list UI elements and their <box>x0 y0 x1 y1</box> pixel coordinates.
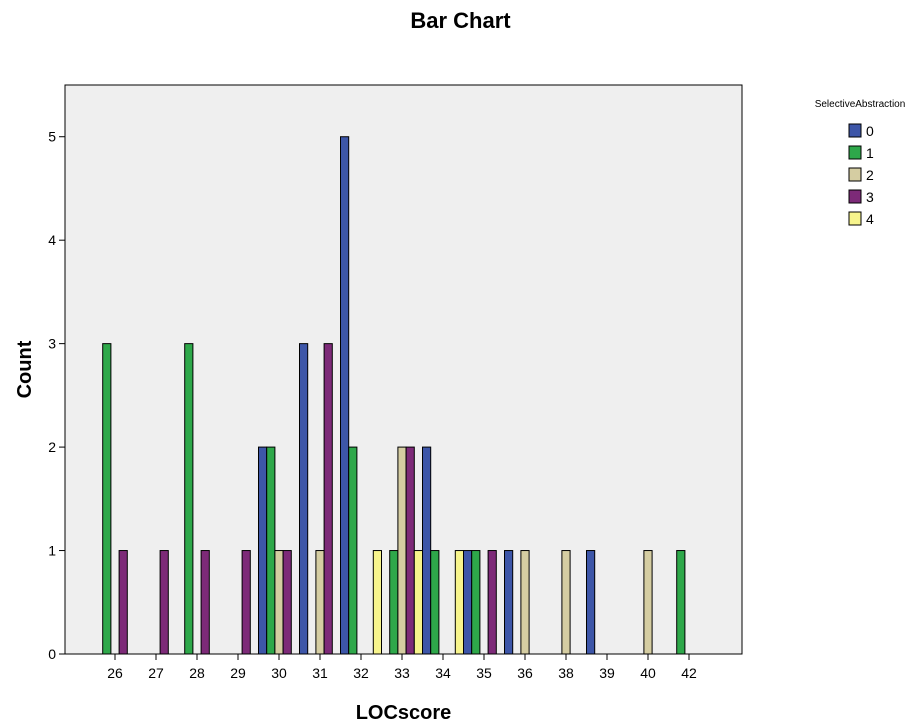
bar-series-1-cat-32 <box>348 446 358 655</box>
bar-series-0-cat-35 <box>463 550 473 655</box>
x-tick-label: 36 <box>517 665 533 681</box>
bar-series-3-cat-29 <box>241 550 251 655</box>
x-tick-label: 40 <box>640 665 656 681</box>
x-tick-label: 33 <box>394 665 410 681</box>
y-tick-label: 0 <box>48 646 56 662</box>
bar-series-3-cat-31 <box>323 343 333 655</box>
bar-series-3-cat-26 <box>118 550 128 655</box>
x-tick-label: 31 <box>312 665 328 681</box>
x-tick-label: 28 <box>189 665 205 681</box>
bar-series-1-cat-26 <box>102 343 112 655</box>
y-tick-label: 3 <box>48 336 56 352</box>
legend-swatch-4 <box>848 211 862 226</box>
x-tick-label: 27 <box>148 665 164 681</box>
bar-series-3-cat-30 <box>282 550 292 655</box>
x-tick-label: 39 <box>599 665 615 681</box>
bar-series-2-cat-33 <box>397 446 407 655</box>
bar-series-0-cat-31 <box>299 343 309 655</box>
legend-label-1: 1 <box>866 145 874 161</box>
x-tick-label: 30 <box>271 665 287 681</box>
bar-series-0-cat-32 <box>340 136 350 655</box>
legend-swatch-1 <box>848 145 862 160</box>
bar-series-4-cat-34 <box>454 550 464 655</box>
x-tick-label: 35 <box>476 665 492 681</box>
legend-swatch-2 <box>848 167 862 182</box>
x-tick-label: 29 <box>230 665 246 681</box>
bars-group <box>102 136 686 655</box>
x-tick-label: 42 <box>681 665 697 681</box>
y-tick-label: 5 <box>48 129 56 145</box>
bar-series-2-cat-38 <box>561 550 571 655</box>
bar-series-4-cat-32 <box>372 550 382 655</box>
legend-label-2: 2 <box>866 167 874 183</box>
bar-series-1-cat-42 <box>676 550 686 655</box>
legend-label-0: 0 <box>866 123 874 139</box>
bar-series-1-cat-35 <box>471 550 481 655</box>
bar-series-0-cat-36 <box>504 550 514 655</box>
bar-series-2-cat-40 <box>643 550 653 655</box>
bar-series-3-cat-27 <box>159 550 169 655</box>
x-tick-label: 34 <box>435 665 451 681</box>
x-axis: 26 27 28 29 30 31 32 33 34 35 36 38 39 40 42 <box>107 654 697 681</box>
x-tick-label: 38 <box>558 665 574 681</box>
bar-series-3-cat-33 <box>405 446 415 655</box>
bar-series-1-cat-34 <box>430 550 440 655</box>
legend-swatch-0 <box>848 123 862 138</box>
x-tick-label: 32 <box>353 665 369 681</box>
legend-swatch-3 <box>848 189 862 204</box>
bar-series-0-cat-39 <box>586 550 596 655</box>
y-tick-label: 2 <box>48 439 56 455</box>
bar-series-0-cat-30 <box>258 446 268 655</box>
bar-series-2-cat-30 <box>274 550 284 655</box>
x-axis-title: LOCscore <box>356 702 452 724</box>
y-tick-label: 1 <box>48 543 56 559</box>
legend-label-4: 4 <box>866 211 874 227</box>
bar-series-2-cat-31 <box>315 550 325 655</box>
y-axis: 0 1 2 3 4 5 <box>48 129 65 662</box>
bar-series-3-cat-35 <box>487 550 497 655</box>
bar-series-1-cat-30 <box>266 446 276 655</box>
chart-title: Bar Chart <box>410 8 511 33</box>
y-axis-title: Count <box>14 340 36 398</box>
bar-series-1-cat-28 <box>184 343 194 655</box>
bar-series-0-cat-34 <box>422 446 432 655</box>
bar-series-1-cat-33 <box>389 550 399 655</box>
legend-title: SelectiveAbstraction <box>815 99 906 110</box>
bar-series-3-cat-28 <box>200 550 210 655</box>
x-tick-label: 26 <box>107 665 123 681</box>
bar-series-4-cat-33 <box>413 550 423 655</box>
legend-label-3: 3 <box>866 189 874 205</box>
bar-series-2-cat-36 <box>520 550 530 655</box>
legend: SelectiveAbstraction 0 1 2 3 4 <box>815 99 906 227</box>
y-tick-label: 4 <box>48 232 56 248</box>
